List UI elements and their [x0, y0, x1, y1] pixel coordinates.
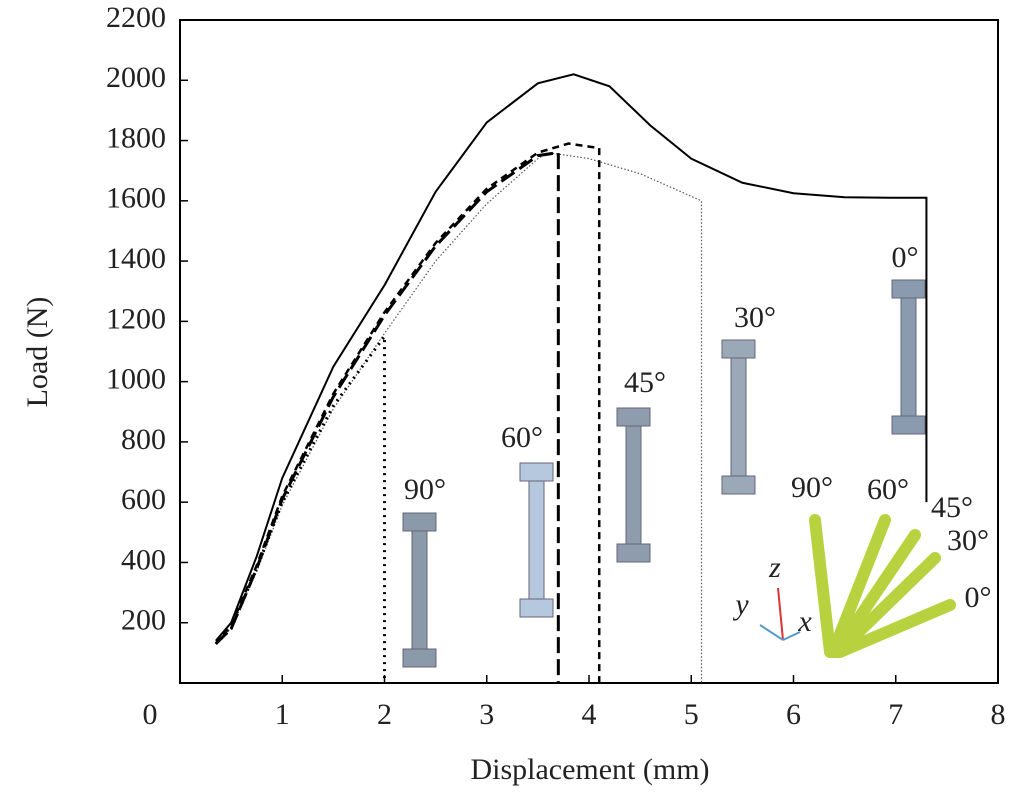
specimen-body [528, 480, 545, 600]
y-tick-label: 1400 [106, 242, 166, 275]
y-tick-label: 2200 [106, 1, 166, 34]
inset-axis-label: x [797, 605, 812, 638]
y-tick-label: 600 [121, 483, 166, 516]
inset-photo [809, 514, 956, 658]
y-tick-label: 400 [121, 543, 166, 576]
y-tick-label: 1800 [106, 121, 166, 154]
specimen-foot [891, 415, 926, 435]
inset-label: 30° [947, 524, 989, 557]
inset-label: 60° [867, 473, 909, 506]
specimen-label: 90° [404, 473, 446, 506]
series-line [215, 151, 703, 683]
inset-axes [759, 587, 801, 641]
specimen-body [625, 425, 642, 545]
inset-label: 90° [791, 471, 833, 504]
y-tick-label: 2000 [106, 61, 166, 94]
specimen-label: 30° [734, 301, 776, 334]
specimen-label: 0° [892, 241, 919, 274]
specimen-label: 45° [624, 366, 666, 399]
specimen-body [730, 357, 747, 477]
specimen-label: 60° [501, 421, 543, 454]
x-tick-label: 7 [888, 698, 903, 731]
y-tick-label: 1600 [106, 182, 166, 215]
x-tick-label: 2 [377, 698, 392, 731]
x-tick-label: 6 [786, 698, 801, 731]
specimen-head [402, 512, 437, 532]
series-line [214, 331, 386, 683]
x-axis-label: Displacement (mm) [470, 753, 709, 786]
specimen-head [891, 279, 926, 299]
specimen-foot [519, 598, 554, 618]
x-tick-label: 1 [275, 698, 290, 731]
specimen-icons [402, 279, 926, 668]
series-line [214, 150, 560, 683]
x-tick-label: 5 [684, 698, 699, 731]
specimen-body [411, 530, 428, 650]
specimen-body [900, 297, 917, 417]
specimen-foot [402, 648, 437, 668]
specimen-head [721, 339, 756, 359]
specimen-head [616, 407, 651, 427]
x-tick-label: 0 [143, 698, 158, 731]
y-tick-label: 1000 [106, 363, 166, 396]
y-tick-label: 1200 [106, 302, 166, 335]
x-tick-label: 4 [582, 698, 597, 731]
series-line [215, 73, 928, 642]
y-tick-label: 200 [121, 604, 166, 637]
x-tick-label: 8 [991, 698, 1006, 731]
specimen-head [519, 462, 554, 482]
specimen-foot [721, 475, 756, 495]
inset-axis-label: z [768, 551, 781, 584]
y-tick-label: 800 [121, 423, 166, 456]
x-tick-label: 3 [479, 698, 494, 731]
specimen-foot [616, 543, 651, 563]
inset-label: 0° [965, 581, 992, 614]
inset-label: 45° [931, 491, 973, 524]
y-axis-label: Load (N) [21, 297, 54, 408]
inset-axis-label: y [732, 588, 749, 621]
